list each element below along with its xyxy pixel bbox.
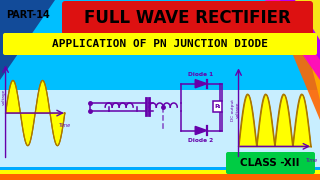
Polygon shape [280, 0, 320, 60]
Bar [0, 0, 320, 90]
Bar [0, 167, 320, 170]
Text: FULL WAVE RECTIFIER: FULL WAVE RECTIFIER [84, 9, 290, 27]
Polygon shape [220, 0, 320, 120]
FancyBboxPatch shape [226, 152, 315, 174]
Text: CLASS -XII: CLASS -XII [240, 158, 300, 168]
Polygon shape [265, 0, 320, 80]
Text: Time: Time [59, 123, 71, 128]
Text: DC output
voltage: DC output voltage [231, 99, 239, 121]
Polygon shape [0, 0, 55, 80]
Bar [0, 174, 320, 180]
Polygon shape [245, 0, 320, 100]
Bar [0, 90, 320, 180]
Text: Diode 1: Diode 1 [188, 72, 214, 77]
Polygon shape [195, 126, 207, 135]
Bar [213, 101, 222, 112]
Text: AC input
voltage: AC input voltage [0, 87, 6, 106]
FancyBboxPatch shape [3, 33, 317, 55]
Polygon shape [295, 0, 320, 40]
Text: APPLICATION OF PN JUNCTION DIODE: APPLICATION OF PN JUNCTION DIODE [52, 39, 268, 49]
Bar [0, 170, 320, 174]
Text: Rₗ: Rₗ [214, 104, 220, 109]
Text: Diode 2: Diode 2 [188, 138, 214, 143]
Polygon shape [195, 80, 207, 88]
Text: Time: Time [306, 158, 318, 163]
FancyBboxPatch shape [62, 1, 313, 35]
Text: PART-14: PART-14 [6, 10, 50, 20]
